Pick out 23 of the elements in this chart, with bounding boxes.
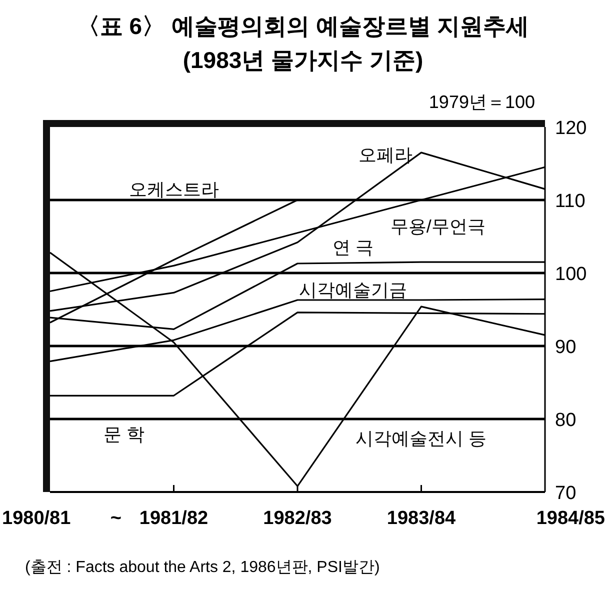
x-tick-label: 1984/85 <box>536 508 606 529</box>
series-label: 무용/무언극 <box>390 216 486 237</box>
series-label: 오페라 <box>358 145 413 166</box>
y-tick-label: 100 <box>555 264 587 285</box>
y-tick-label: 90 <box>555 337 576 358</box>
series-label: 문 학 <box>104 424 145 445</box>
series-label: 연 극 <box>332 238 374 258</box>
y-tick-label: 70 <box>555 483 576 504</box>
x-tick-label: 1982/83 <box>263 508 332 529</box>
series-label: 오케스트라 <box>128 179 219 200</box>
text: 1979년＝100 <box>428 92 535 112</box>
text: (출전 : Facts about the Arts 2, 1986년판, PSI발간) <box>25 559 380 576</box>
series-label: 시각예술전시 등 <box>356 428 487 448</box>
text: ~ <box>110 508 122 529</box>
chart-subtitle: (1983년 물가지수 기준) <box>182 47 424 73</box>
x-tick-label: 1983/84 <box>386 508 456 529</box>
series-label: 시각예술기금 <box>299 280 408 300</box>
x-tick-label: 1981/82 <box>139 508 208 529</box>
y-tick-label: 110 <box>555 191 586 212</box>
y-tick-label: 120 <box>555 118 587 139</box>
y-tick-label: 80 <box>555 410 576 431</box>
x-tick-label: 1980/81 <box>2 508 72 529</box>
chart-title: 〈표 6〉 예술평의회의 예술장르별 지원추세 <box>76 13 530 39</box>
